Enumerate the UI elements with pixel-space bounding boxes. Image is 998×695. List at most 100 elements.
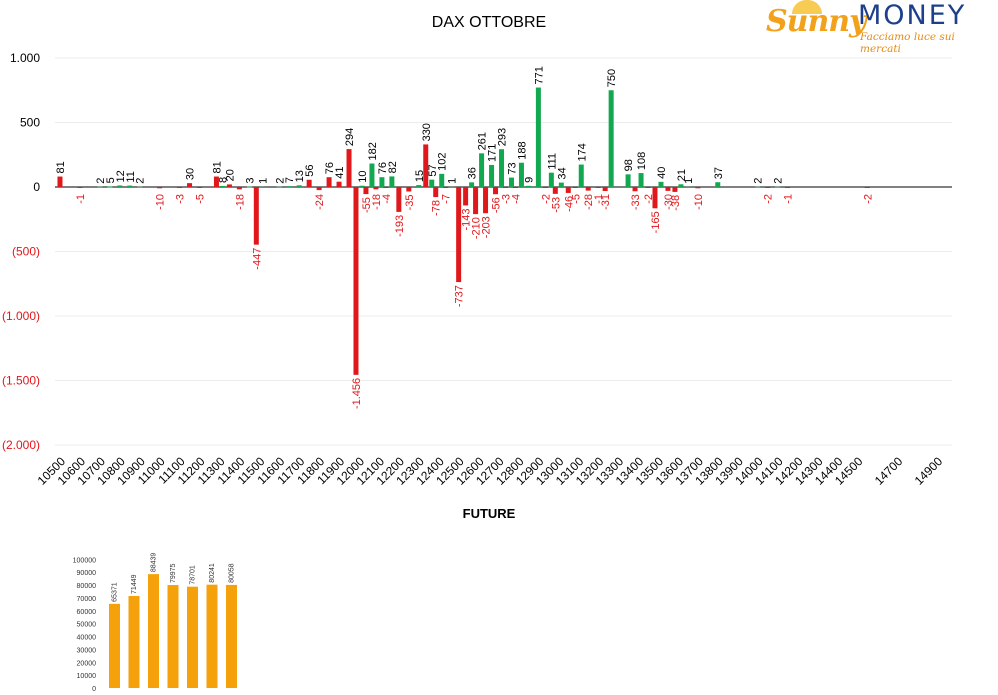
- put-bar: [77, 187, 83, 188]
- put-bar: [595, 187, 601, 188]
- put-value-label: -31: [600, 194, 612, 210]
- call-value-label: 750: [606, 69, 618, 87]
- put-bar: [316, 187, 322, 191]
- call-value-label: 82: [387, 161, 399, 173]
- future-y-tick-label: 40000: [77, 635, 97, 642]
- put-value-label: -3: [500, 194, 512, 204]
- future-bars: 65371 71449 88439 79975 78701 80241 80058: [109, 553, 237, 688]
- call-value-label: 76: [377, 162, 389, 174]
- put-value-label: -193: [394, 215, 406, 237]
- future-bar: [167, 585, 179, 688]
- call-value-label: 188: [516, 141, 528, 159]
- call-bar: [638, 173, 644, 187]
- logo-tagline: Facciamo luce sui mercati: [860, 31, 955, 55]
- put-value-label: -24: [314, 194, 326, 210]
- call-bar: [755, 186, 761, 188]
- future-bar: [206, 584, 218, 688]
- call-value-label: 37: [713, 167, 725, 179]
- call-value-label: 7: [284, 177, 296, 183]
- put-value-label: -18: [371, 194, 383, 210]
- put-value-label: -46: [563, 196, 575, 212]
- call-bar: [535, 87, 541, 187]
- put-value-label: -2: [540, 194, 552, 204]
- dax-ottobre-chart: DAX OTTOBRE 1.000 500 0 (500) (1.000) (1.500)…: [2, 14, 952, 488]
- call-bar: [449, 186, 455, 188]
- put-bar: [433, 187, 439, 198]
- put-value-label: -5: [570, 194, 582, 204]
- call-value-label: 98: [623, 159, 635, 171]
- put-bar: [502, 187, 508, 188]
- call-value-label: 2: [753, 178, 765, 184]
- call-value-label: 2: [95, 178, 107, 184]
- put-bar: [213, 176, 219, 187]
- put-value-label: -1: [783, 194, 795, 204]
- put-bar: [423, 144, 429, 187]
- put-bar: [383, 187, 389, 188]
- future-bar: [187, 586, 198, 688]
- put-value-label: -33: [630, 194, 642, 210]
- y-tick-label: (500): [12, 245, 40, 259]
- put-bar: [585, 187, 591, 191]
- put-bar: [542, 187, 548, 188]
- put-value-label: -4: [381, 194, 393, 204]
- logo-name-part2: MONEY: [858, 0, 967, 31]
- call-value-label: 2: [274, 178, 286, 184]
- call-value-label: 174: [576, 143, 588, 161]
- y-tick-label: 1.000: [10, 51, 40, 65]
- future-value-label: 71449: [131, 574, 138, 594]
- call-value-label: 34: [556, 167, 568, 179]
- call-bar: [389, 176, 395, 187]
- sun-icon: [792, 0, 822, 14]
- call-bar: [608, 90, 614, 187]
- call-bar: [469, 182, 475, 187]
- put-bar: [336, 181, 342, 187]
- put-bar: [226, 184, 232, 187]
- y-tick-label: (2.000): [2, 438, 40, 452]
- put-value-label: -2: [862, 194, 874, 204]
- future-y-tick-label: 80000: [77, 583, 97, 590]
- put-bar: [353, 187, 359, 375]
- call-bar: [416, 185, 422, 187]
- future-y-tick-label: 0: [92, 686, 96, 693]
- future-y-tick-label: 30000: [77, 647, 97, 654]
- x-axis: 1050010600107001080010900110001110011200…: [35, 454, 946, 488]
- put-bar: [552, 187, 558, 194]
- future-value-label: 79975: [170, 563, 177, 583]
- put-value-label: -28: [583, 194, 595, 210]
- put-bar: [326, 177, 332, 187]
- future-y-tick-label: 20000: [77, 660, 97, 667]
- call-bar: [558, 182, 564, 187]
- put-value-label: 76: [324, 162, 336, 174]
- call-value-label: 2: [773, 178, 785, 184]
- call-bar: [369, 163, 375, 187]
- call-bar: [685, 186, 691, 188]
- call-bar: [107, 186, 113, 188]
- put-bar: [665, 187, 671, 191]
- future-value-label: 88439: [151, 553, 158, 573]
- future-bar: [226, 584, 237, 688]
- put-bar: [197, 187, 203, 188]
- call-value-label: 102: [437, 152, 449, 170]
- put-bar: [785, 187, 791, 188]
- future-value-label: 80058: [229, 563, 236, 583]
- put-bar: [765, 187, 771, 188]
- call-bar: [678, 184, 684, 187]
- future-chart: 0 10000 20000 30000 40000 50000 60000 70000 8000…: [73, 553, 237, 693]
- x-tick-label: 14700: [872, 454, 906, 488]
- put-value-label: -7: [441, 194, 453, 204]
- sunny-money-logo: Sunny MONEY Facciamo luce sui mercati: [764, 0, 994, 55]
- put-value-label: -165: [650, 211, 662, 233]
- logo-name-part1: Sunny: [766, 4, 867, 39]
- y-tick-label: (1.500): [2, 374, 40, 388]
- call-bar: [525, 185, 531, 187]
- put-value-label: 56: [304, 165, 316, 177]
- call-value-label: 11: [125, 171, 137, 182]
- call-bar: [518, 162, 524, 187]
- future-y-tick-label: 100000: [73, 557, 96, 564]
- put-bar: [373, 187, 379, 190]
- call-bar: [137, 186, 143, 188]
- call-bar: [219, 185, 225, 187]
- put-value-label: -3: [175, 194, 187, 204]
- call-value-label: 1: [257, 178, 269, 184]
- put-value-label: -5: [195, 194, 207, 204]
